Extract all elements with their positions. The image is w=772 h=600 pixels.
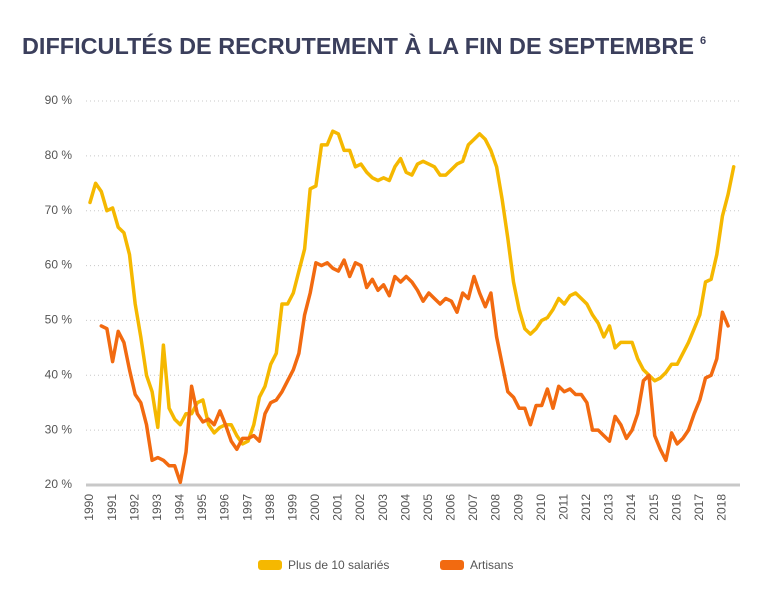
y-tick-label: 70 % [45,203,73,217]
y-tick-label: 40 % [45,367,73,381]
x-tick-label: 1991 [105,494,119,521]
y-tick-label: 90 % [45,93,73,107]
legend-swatch [440,560,464,570]
y-tick-label: 50 % [45,313,73,327]
x-tick-label: 1995 [195,494,209,521]
x-tick-label: 2009 [511,494,525,521]
chart-title: DIFFICULTÉS DE RECRUTEMENT À LA FIN DE S… [22,32,694,59]
x-tick-label: 2002 [353,494,367,521]
y-tick-label: 60 % [45,258,73,272]
x-tick-label: 1998 [263,494,277,521]
x-tick-label: 1997 [240,494,254,521]
x-tick-label: 1992 [127,494,141,521]
x-tick-label: 2000 [308,494,322,521]
legend-swatch [258,560,282,570]
x-tick-label: 1994 [173,494,187,521]
x-tick-label: 2007 [466,494,480,521]
x-tick-label: 2008 [489,494,503,521]
x-tick-label: 2016 [669,494,683,521]
x-tick-label: 1990 [82,494,96,521]
x-tick-label: 1993 [150,494,164,521]
y-tick-label: 80 % [45,148,73,162]
x-tick-label: 2010 [534,494,548,521]
series-line [99,258,730,485]
x-tick-label: 2014 [624,494,638,521]
x-tick-label: 1996 [218,494,232,521]
x-tick-label: 2005 [421,494,435,521]
series-line [88,129,736,446]
x-tick-label: 2018 [715,494,729,521]
legend-label: Artisans [470,558,513,572]
x-tick-label: 2001 [331,494,345,521]
x-tick-label: 2013 [602,494,616,521]
x-tick-label: 2004 [398,494,412,521]
x-tick-label: 2011 [556,494,570,520]
x-tick-label: 2012 [579,494,593,521]
x-tick-label: 2017 [692,494,706,521]
x-tick-label: 2015 [647,494,661,521]
x-tick-label: 1999 [285,494,299,521]
title-footnote: 6 [700,35,706,47]
y-tick-label: 20 % [45,477,73,491]
legend-label: Plus de 10 salariés [288,558,389,572]
x-tick-label: 2006 [444,494,458,521]
y-tick-label: 30 % [45,422,73,436]
x-tick-label: 2003 [376,494,390,521]
